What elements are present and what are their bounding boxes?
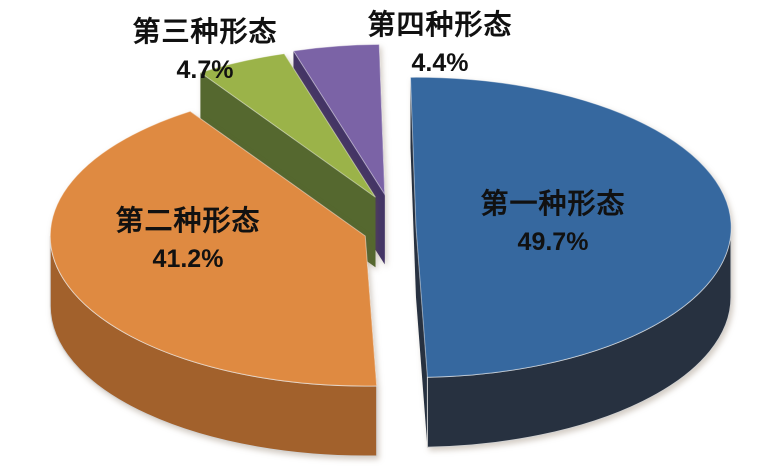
pie-slice-face (292, 43, 386, 197)
label-slice-third: 第三种形态 4.7% (132, 14, 277, 90)
slice-name: 第二种形态 (115, 205, 261, 236)
pie-slice-face (199, 53, 376, 198)
label-slice-first: 第一种形态 49.7% (480, 186, 625, 262)
label-slice-fourth: 第四种形态 4.4% (367, 7, 512, 83)
pie-slice-face (410, 77, 416, 298)
pie-slice-face (415, 227, 428, 448)
slice-percentage: 49.7% (517, 228, 589, 256)
pie-slice-face (49, 110, 378, 387)
slice-percentage: 4.4% (411, 49, 469, 77)
label-slice-second: 第二种形态 41.2% (115, 203, 260, 279)
slice-name: 第三种形态 (132, 16, 278, 47)
slice-percentage: 4.7% (176, 56, 234, 84)
pie-slice-2 (49, 110, 378, 457)
slice-percentage: 41.2% (152, 245, 224, 273)
slice-name: 第四种形态 (367, 9, 513, 40)
slice-name: 第一种形态 (480, 188, 626, 219)
pie-slice-face (409, 76, 732, 378)
pie-slice-1 (409, 76, 732, 448)
